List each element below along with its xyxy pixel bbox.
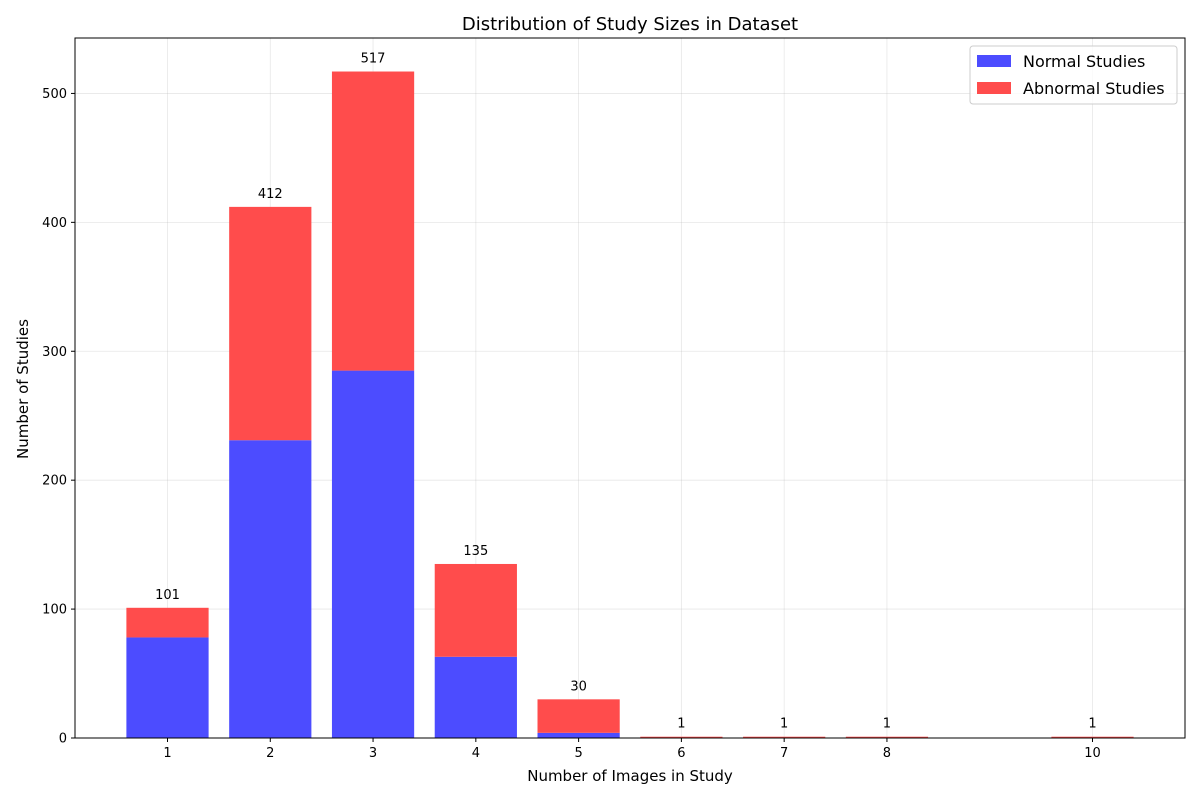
data-label-total: 30 xyxy=(570,679,587,694)
legend-swatch-abnormal xyxy=(977,82,1011,94)
y-tick-label: 100 xyxy=(42,603,67,618)
x-tick-label: 5 xyxy=(574,746,582,761)
bar-normal xyxy=(434,656,517,738)
x-tick-label: 4 xyxy=(472,746,480,761)
x-tick-label: 1 xyxy=(163,746,171,761)
x-axis-label: Number of Images in Study xyxy=(527,767,733,785)
y-tick-label: 200 xyxy=(42,474,67,489)
y-tick-label: 0 xyxy=(59,732,67,747)
data-label-total: 1 xyxy=(1088,717,1096,732)
x-tick-label: 10 xyxy=(1084,746,1101,761)
bar-abnormal xyxy=(229,206,312,441)
chart-title: Distribution of Study Sizes in Dataset xyxy=(462,14,798,35)
bar-abnormal xyxy=(1051,736,1134,738)
bar-normal xyxy=(537,732,620,738)
legend-label-abnormal: Abnormal Studies xyxy=(1023,79,1165,98)
x-axis-ticks: 1 2 3 4 5 6 7 8 10 xyxy=(163,738,1101,761)
legend-box xyxy=(969,45,1178,105)
bar-normal xyxy=(229,440,312,738)
y-tick-label: 500 xyxy=(42,87,67,102)
bar-abnormal xyxy=(537,699,620,733)
bar-abnormal xyxy=(640,736,723,738)
y-axis-ticks: 0 100 200 300 400 500 xyxy=(42,87,75,747)
bar-abnormal xyxy=(126,607,209,638)
legend-label-normal: Normal Studies xyxy=(1023,52,1145,71)
x-tick-label: 2 xyxy=(266,746,274,761)
legend-swatch-normal xyxy=(977,55,1011,67)
data-label-total: 1 xyxy=(677,717,685,732)
legend: Normal Studies Abnormal Studies xyxy=(969,45,1178,105)
bar-abnormal xyxy=(743,736,826,738)
bar-abnormal xyxy=(331,71,415,371)
bar-abnormal xyxy=(434,563,517,657)
x-tick-label: 7 xyxy=(780,746,788,761)
y-axis-label: Number of Studies xyxy=(14,319,32,459)
data-label-total: 517 xyxy=(361,52,386,67)
x-tick-label: 3 xyxy=(369,746,377,761)
x-tick-label: 8 xyxy=(883,746,891,761)
data-label-total: 1 xyxy=(883,717,891,732)
bar-abnormal xyxy=(845,736,929,738)
bar-normal xyxy=(331,370,415,738)
x-tick-label: 6 xyxy=(677,746,685,761)
y-tick-label: 400 xyxy=(42,216,67,231)
plot-frame xyxy=(74,37,1186,739)
data-labels: 101 412 517 135 30 1 1 1 1 xyxy=(155,52,1097,732)
data-label-total: 135 xyxy=(463,544,488,559)
data-label-total: 1 xyxy=(780,717,788,732)
bar-normal xyxy=(126,637,209,738)
data-label-total: 101 xyxy=(155,588,180,603)
y-tick-label: 300 xyxy=(42,345,67,360)
data-label-total: 412 xyxy=(258,187,283,202)
bars xyxy=(126,71,1134,738)
